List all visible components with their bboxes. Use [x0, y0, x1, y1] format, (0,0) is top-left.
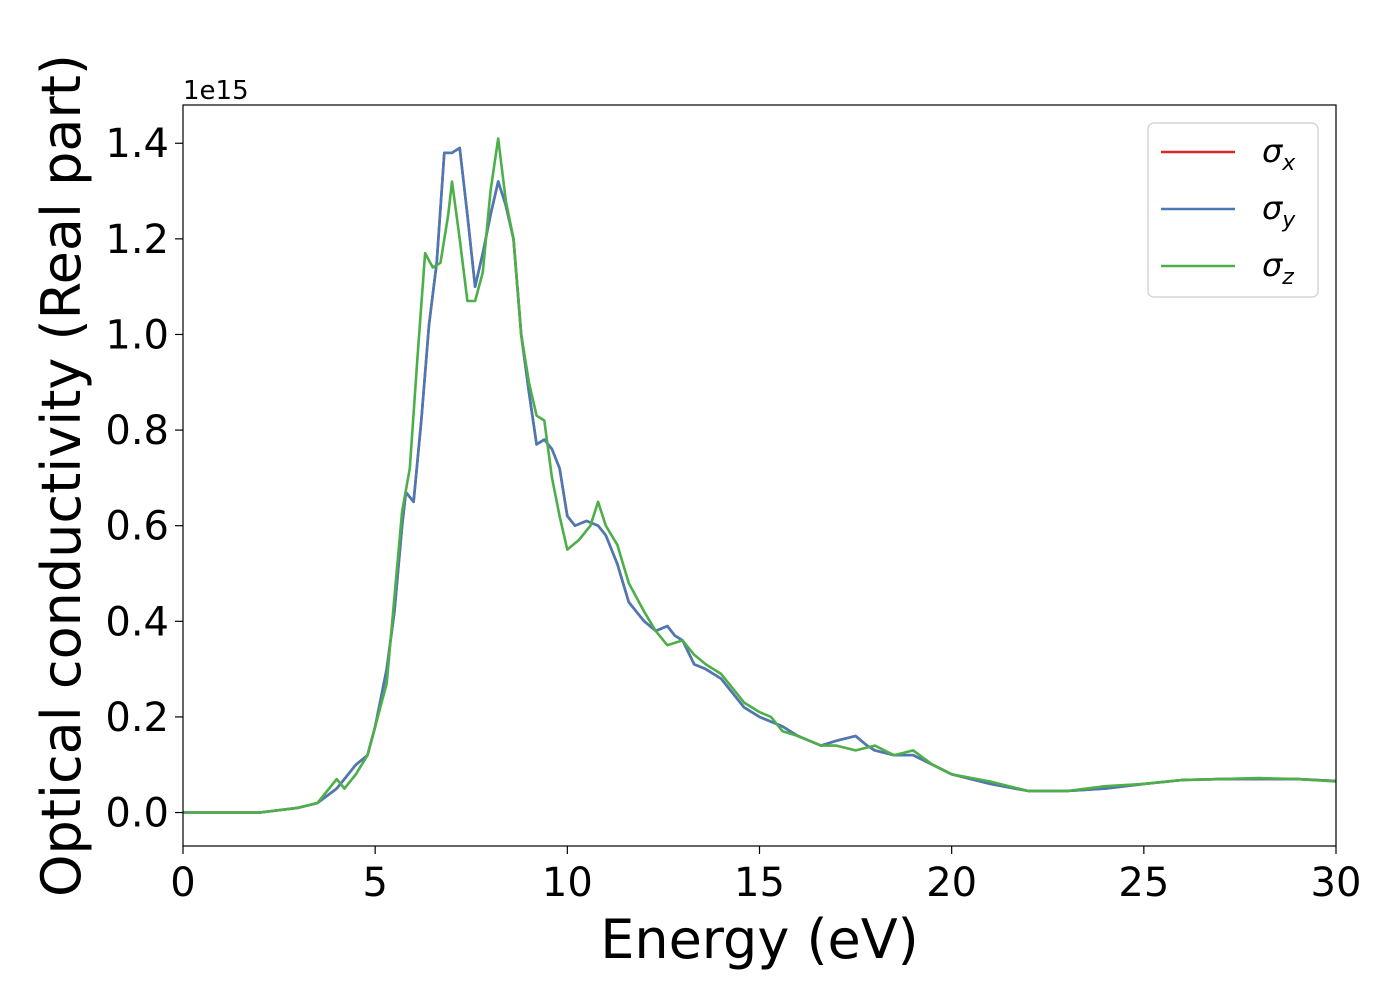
series-line-y — [183, 146, 1336, 814]
x-tick-label: 25 — [1118, 860, 1169, 906]
x-tick-label: 10 — [542, 860, 593, 906]
y-tick-label: 0.0 — [105, 791, 169, 837]
y-tick-label: 0.6 — [105, 504, 169, 550]
y-tick-label: 1.2 — [105, 217, 169, 263]
y-axis: 0.0 0.2 0.4 0.6 0.8 1.0 1.2 1.4 — [105, 121, 183, 837]
x-tick-label: 20 — [926, 860, 977, 906]
x-tick-label: 15 — [734, 860, 785, 906]
y-tick-label: 0.4 — [105, 599, 169, 645]
x-tick-label: 0 — [170, 860, 195, 906]
legend-label-y: σy — [1262, 189, 1296, 233]
x-tick-label: 30 — [1311, 860, 1362, 906]
series-line-z — [183, 137, 1336, 814]
x-tick-label: 5 — [362, 860, 387, 906]
y-tick-label: 1.4 — [105, 121, 169, 167]
series-layer — [183, 137, 1336, 814]
x-axis-title: Energy (eV) — [600, 908, 919, 971]
y-tick-label: 1.0 — [105, 312, 169, 358]
y-tick-label: 0.2 — [105, 695, 169, 741]
y-axis-title: Optical conductivity (Real part) — [30, 54, 93, 897]
legend: σx σy σz — [1147, 122, 1319, 298]
y-offset-label: 1e15 — [183, 76, 249, 106]
x-axis: 0 5 10 15 20 25 30 — [170, 846, 1361, 906]
legend-label-z: σz — [1262, 246, 1294, 290]
legend-label-x: σx — [1262, 132, 1296, 176]
y-tick-label: 0.8 — [105, 408, 169, 454]
